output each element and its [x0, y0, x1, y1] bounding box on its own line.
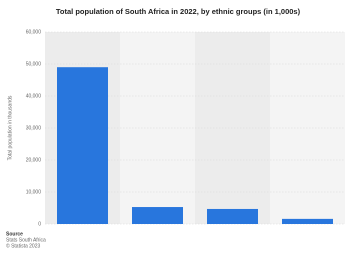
y-tick-label: 60,000 [26, 29, 42, 35]
bar [207, 208, 258, 224]
y-tick-label: 0 [38, 221, 41, 227]
y-tick-label: 50,000 [26, 61, 42, 67]
bar [282, 218, 333, 224]
source-heading: Source [6, 231, 23, 237]
bar [57, 67, 108, 224]
chart-title: Total population of South Africa in 2022… [56, 7, 301, 16]
y-tick-label: 40,000 [26, 93, 42, 99]
y-tick-label: 10,000 [26, 189, 42, 195]
bar [132, 207, 183, 224]
y-tick-label: 30,000 [26, 125, 42, 131]
y-tick-label: 20,000 [26, 157, 42, 163]
source-line: Stats South Africa [6, 237, 46, 243]
source-line: © Statista 2023 [6, 242, 40, 249]
y-axis-label: Total population in thousands [7, 95, 13, 160]
